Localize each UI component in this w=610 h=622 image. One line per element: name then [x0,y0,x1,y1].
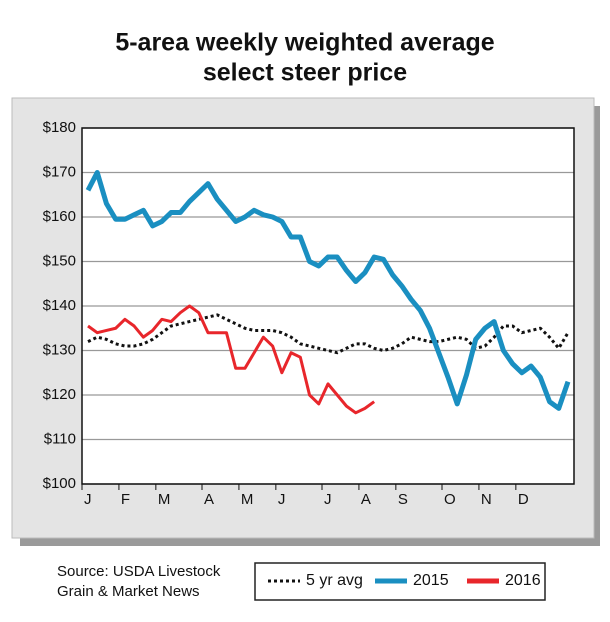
source: Source: USDA Livestock [57,563,221,580]
y-tick-label: $140 [43,297,76,314]
x-tick-label: J [84,491,92,508]
x-tick-label: O [444,491,456,508]
legend-label: 2015 [413,572,449,589]
y-tick-label: $180 [43,119,76,136]
x-tick-label: M [158,491,171,508]
legend-label: 2016 [505,572,541,589]
x-tick-label: N [481,491,492,508]
chart-title: select steer price [203,59,407,87]
y-tick-label: $110 [44,430,76,447]
y-tick-label: $170 [43,163,76,180]
y-tick-label: $150 [43,252,76,269]
x-tick-label: F [121,491,130,508]
y-tick-label: $100 [43,475,76,492]
y-tick-label: $160 [43,208,76,225]
x-tick-label: A [361,491,371,508]
x-tick-label: D [518,491,529,508]
y-tick-label: $120 [43,386,76,403]
chart-title: 5-area weekly weighted average [115,29,494,57]
line [85,170,571,411]
x-tick-label: A [204,491,214,508]
x-tick-label: J [324,491,332,508]
source: Grain & Market News [57,583,200,600]
y-tick-label: $130 [43,341,76,358]
x-tick-label: J [278,491,286,508]
line [87,304,376,415]
legend-label: 5 yr avg [306,572,363,589]
plot-border [81,127,575,485]
x-tick-label: M [241,491,254,508]
x-tick-label: S [398,491,408,508]
